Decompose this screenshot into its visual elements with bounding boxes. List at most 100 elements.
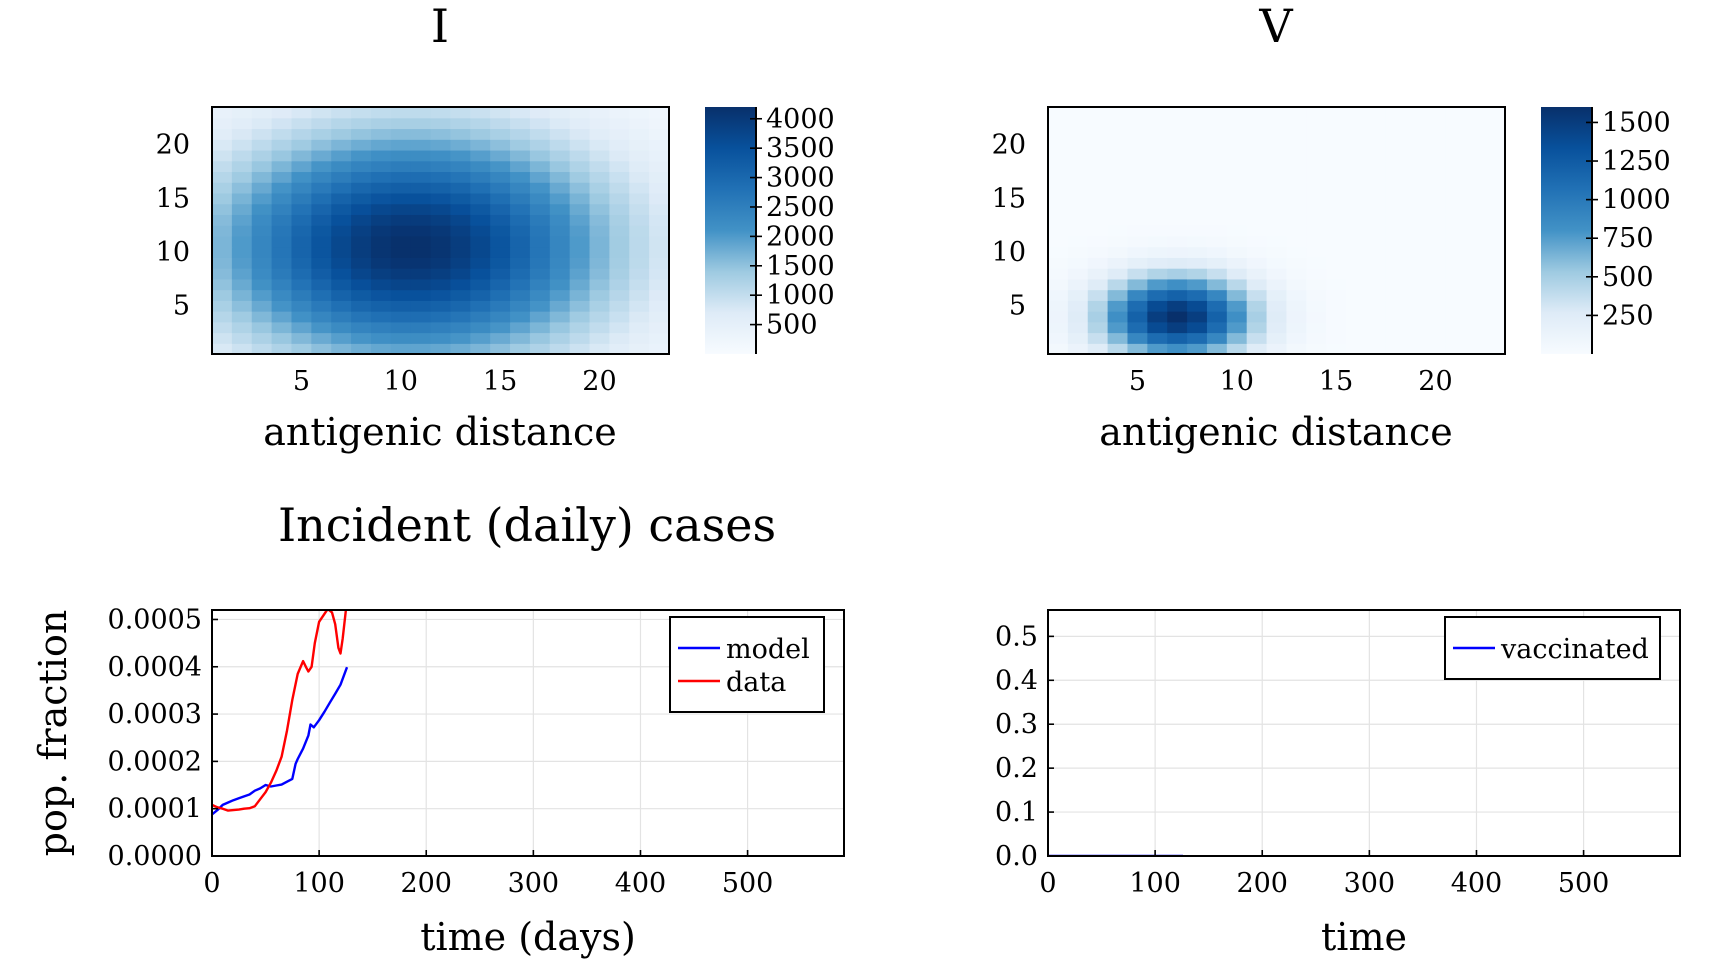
heatmap-cell xyxy=(331,171,352,183)
heatmap-cell xyxy=(390,278,412,291)
heatmap-cell xyxy=(291,171,312,183)
heatmap-cell xyxy=(589,235,610,248)
heatmap-cell xyxy=(1167,149,1188,162)
y-tick-label: 0.0003 xyxy=(108,699,202,730)
heatmap-cell xyxy=(1187,311,1208,323)
heatmap-cell xyxy=(1385,149,1407,162)
heatmap-cell xyxy=(1465,257,1486,269)
heatmap-cell xyxy=(649,117,670,130)
heatmap-cell xyxy=(271,311,293,323)
heatmap-cell xyxy=(470,117,491,130)
heatmap-cell xyxy=(1306,225,1327,237)
heatmap-cell xyxy=(1425,321,1446,334)
heatmap-cell xyxy=(609,235,630,248)
heatmap-cell xyxy=(271,171,293,183)
heatmap-cell xyxy=(450,214,471,226)
heatmap-cell xyxy=(1266,332,1288,344)
heatmap-cell xyxy=(1445,192,1466,205)
heatmap-cell xyxy=(1187,257,1208,269)
heatmap-cell xyxy=(1087,214,1109,226)
heatmap-cell xyxy=(1107,257,1129,269)
heatmap-cell xyxy=(1286,182,1307,194)
heatmap-cell xyxy=(649,225,670,237)
heatmap-cell xyxy=(271,332,293,344)
heatmap-cell xyxy=(1326,149,1347,162)
heatmap-cell xyxy=(271,203,293,215)
heatmap-cell xyxy=(529,268,551,280)
y-tick-label: 15 xyxy=(156,183,190,214)
y-tick-label: 5 xyxy=(173,291,190,322)
heatmap-cell xyxy=(390,343,412,355)
heatmap-cell xyxy=(609,139,630,151)
heatmap-cell xyxy=(1206,225,1228,237)
heatmap-cell xyxy=(1365,107,1387,119)
heatmap-cell xyxy=(1226,149,1248,162)
heatmap-cell xyxy=(291,160,312,173)
x-tick-label: 300 xyxy=(508,868,560,899)
heatmap-cell xyxy=(430,149,452,162)
heatmap-cell xyxy=(1445,171,1466,183)
heatmap-cell xyxy=(450,246,471,258)
heatmap-cell xyxy=(390,192,412,205)
heatmap-cell xyxy=(529,235,551,248)
plot-frame xyxy=(1047,609,1681,857)
heatmap-cell xyxy=(1485,235,1506,248)
heatmap-cell xyxy=(470,278,491,291)
heatmap-cell xyxy=(410,149,432,162)
heatmap-cell xyxy=(529,171,551,183)
heatmap-cell xyxy=(1286,128,1307,140)
heatmap-cell xyxy=(251,268,273,280)
heatmap-cell xyxy=(1226,107,1248,119)
heatmap-cell xyxy=(609,278,630,291)
heatmap-cell xyxy=(271,268,293,280)
heatmap-cell xyxy=(1127,268,1148,280)
heatmap-cell xyxy=(1286,160,1307,173)
heatmap-cell xyxy=(470,289,491,301)
heatmap-cell xyxy=(1246,246,1268,258)
heatmap-cell xyxy=(649,257,670,269)
heatmap-cell xyxy=(490,139,511,151)
heatmap-cell xyxy=(231,332,253,344)
heatmap-cell xyxy=(529,289,551,301)
heatmap-cell xyxy=(1306,160,1327,173)
heatmap-cell xyxy=(1067,321,1089,334)
heatmap-cell xyxy=(490,214,511,226)
heatmap-cell xyxy=(351,225,372,237)
heatmap-cell xyxy=(1425,246,1446,258)
heatmap-cell xyxy=(251,300,273,312)
heatmap-panel-v: V 5 10 15 20 5 10 15 20 antigenic distance 250 5… xyxy=(992,0,1671,454)
heatmap-cell xyxy=(410,117,432,130)
heatmap-cell xyxy=(510,160,531,173)
heatmap-cell xyxy=(1107,117,1129,130)
heatmap-cell xyxy=(609,160,630,173)
heatmap-cell xyxy=(1067,128,1089,140)
heatmap-cell xyxy=(589,268,610,280)
heatmap-cell xyxy=(212,343,233,355)
heatmap-cell xyxy=(430,225,452,237)
heatmap-cell xyxy=(1445,332,1466,344)
heatmap-cell xyxy=(510,203,531,215)
heatmap-cell xyxy=(450,235,471,248)
heatmap-cell xyxy=(1087,171,1109,183)
colorbar-tick-label: 750 xyxy=(1602,223,1654,254)
heatmap-cell xyxy=(1326,214,1347,226)
heatmap-cell xyxy=(1206,278,1228,291)
heatmap-cell xyxy=(1465,246,1486,258)
heatmap-cell xyxy=(251,107,273,119)
heatmap-cell xyxy=(1246,139,1268,151)
heatmap-cell xyxy=(271,246,293,258)
heatmap-cell xyxy=(1147,321,1168,334)
heatmap-cell xyxy=(1445,289,1466,301)
heatmap-cell xyxy=(1326,182,1347,194)
heatmap-cell xyxy=(1107,246,1129,258)
heatmap-cell xyxy=(1266,128,1288,140)
heatmap-cell xyxy=(331,289,352,301)
heatmap-cell xyxy=(1326,289,1347,301)
heatmap-cell xyxy=(1226,160,1248,173)
heatmap-cell xyxy=(231,128,253,140)
heatmap-cell xyxy=(490,268,511,280)
heatmap-cell xyxy=(1266,192,1288,205)
heatmap-cell xyxy=(629,278,650,291)
heatmap-cell xyxy=(1445,107,1466,119)
